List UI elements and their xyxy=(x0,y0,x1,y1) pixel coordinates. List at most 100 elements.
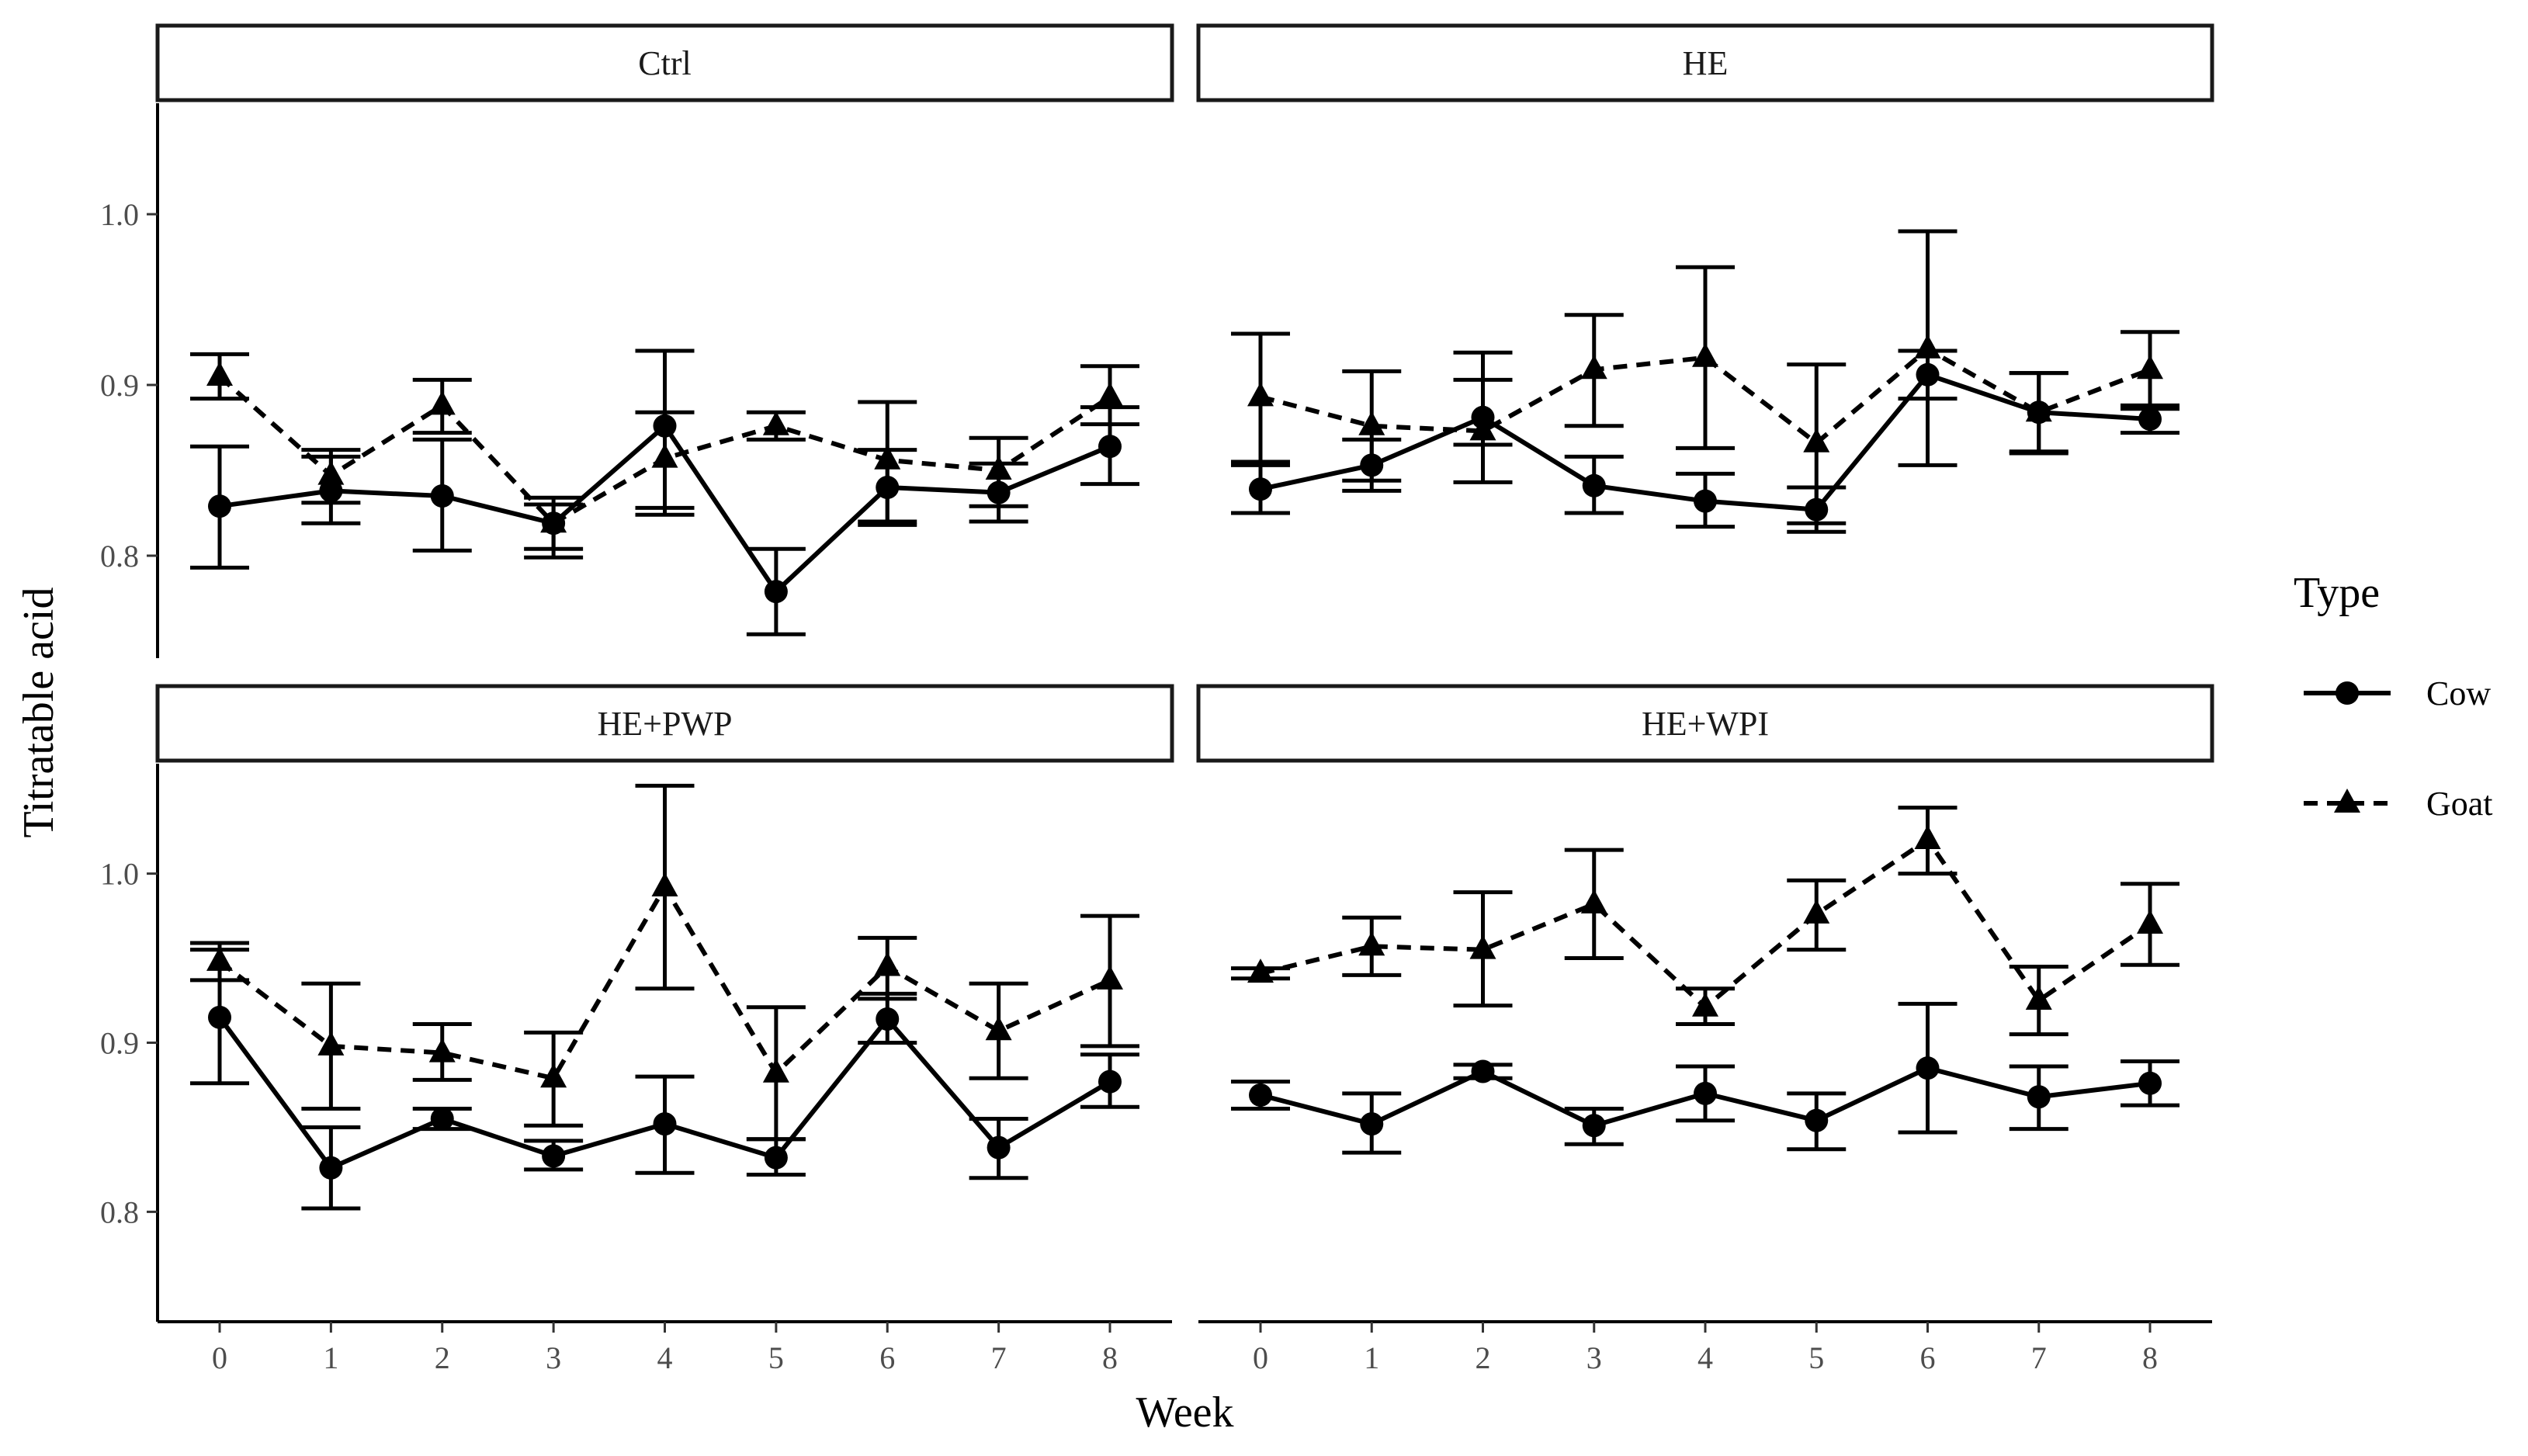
series-cow xyxy=(190,948,1139,1211)
x-tick-label: 4 xyxy=(1697,1340,1713,1375)
series-line-goat xyxy=(1260,837,2152,1010)
x-tick-label: 5 xyxy=(1808,1340,1824,1375)
x-tick-label: 0 xyxy=(1253,1340,1268,1375)
data-point-cow xyxy=(2138,407,2162,431)
data-point-goat xyxy=(651,443,678,468)
data-point-goat xyxy=(1692,992,1718,1017)
legend-label-cow: Cow xyxy=(2426,674,2491,712)
facet-label: Ctrl xyxy=(638,44,691,82)
data-point-cow xyxy=(1098,435,1122,459)
data-point-cow xyxy=(1694,489,1717,513)
data-point-goat xyxy=(206,946,233,971)
facet-strip xyxy=(1196,684,2214,763)
data-point-goat xyxy=(1914,334,1941,359)
data-point-goat xyxy=(874,445,901,470)
data-point-goat xyxy=(985,456,1012,480)
data-point-goat xyxy=(651,872,678,897)
data-point-cow xyxy=(1582,473,1606,497)
x-tick-label: 8 xyxy=(1102,1340,1118,1375)
data-point-goat xyxy=(1097,382,1123,407)
x-tick-label: 3 xyxy=(1587,1340,1602,1375)
data-point-goat xyxy=(985,1016,1012,1041)
data-point-cow xyxy=(764,1146,788,1170)
series-line-goat xyxy=(1260,346,2152,445)
data-point-goat xyxy=(317,460,345,485)
data-point-goat xyxy=(1247,959,1274,983)
x-tick-label: 1 xyxy=(323,1340,338,1375)
data-point-goat xyxy=(428,390,456,415)
data-point-cow xyxy=(876,1007,900,1031)
data-point-cow xyxy=(1582,1114,1606,1138)
series-goat xyxy=(1231,806,2179,1037)
legend: Type Cow Goat xyxy=(2294,569,2493,823)
data-point-cow xyxy=(1694,1081,1717,1105)
data-point-cow xyxy=(1249,477,1272,501)
series-goat xyxy=(190,783,1139,1142)
data-point-goat xyxy=(540,508,567,533)
y-tick-label: 0.9 xyxy=(100,368,139,403)
data-point-goat xyxy=(1469,934,1496,959)
panel-he-pwp: HE+PWP 0.8 0.9 1.0 0 1 2 3 4 5 6 7 8 xyxy=(100,684,1174,1375)
facet-label: HE+PWP xyxy=(598,705,733,743)
x-tick-label: 2 xyxy=(435,1340,450,1375)
y-tick-label: 0.8 xyxy=(100,1194,139,1229)
data-point-cow xyxy=(1360,1112,1384,1136)
x-axis-title: Week xyxy=(1136,1388,1233,1437)
legend-key-triangle-marker xyxy=(2334,789,2360,813)
data-point-cow xyxy=(653,1112,677,1136)
y-tick-label: 0.9 xyxy=(100,1026,139,1061)
data-point-goat xyxy=(428,1038,456,1063)
x-tick-label: 7 xyxy=(2031,1340,2047,1375)
data-point-goat xyxy=(1914,825,1941,850)
x-tick-label: 8 xyxy=(2142,1340,2158,1375)
data-point-cow xyxy=(1098,1069,1122,1094)
y-axis-title: Titratable acid xyxy=(15,588,63,838)
data-point-cow xyxy=(430,1107,454,1131)
data-point-cow xyxy=(2027,1085,2051,1109)
x-tick-label: 6 xyxy=(879,1340,895,1375)
x-tick-label: 1 xyxy=(1364,1340,1379,1375)
data-point-cow xyxy=(542,1144,566,1168)
legend-label-goat: Goat xyxy=(2426,785,2493,823)
data-point-goat xyxy=(1692,342,1718,367)
data-point-goat xyxy=(874,952,901,976)
x-tick-label: 3 xyxy=(546,1340,561,1375)
x-tick-label: 0 xyxy=(212,1340,227,1375)
data-point-cow xyxy=(2138,1071,2162,1095)
x-tick-label: 6 xyxy=(1920,1340,1936,1375)
data-point-goat xyxy=(2137,909,2163,934)
data-point-goat xyxy=(2025,397,2052,422)
x-tick-label: 7 xyxy=(991,1340,1007,1375)
data-point-cow xyxy=(208,494,231,518)
data-point-goat xyxy=(540,1063,567,1088)
data-point-goat xyxy=(2137,355,2163,380)
series-cow xyxy=(1231,1001,2179,1155)
y-tick-label: 1.0 xyxy=(100,857,139,892)
facet-label: HE xyxy=(1683,44,1729,82)
data-point-cow xyxy=(1805,1108,1829,1132)
data-point-cow xyxy=(319,1156,343,1180)
data-point-goat xyxy=(206,362,233,386)
series-goat xyxy=(1231,229,2179,525)
facet-label: HE+WPI xyxy=(1642,705,1769,743)
series-goat xyxy=(190,352,1139,560)
data-point-goat xyxy=(2025,986,2052,1011)
data-point-goat xyxy=(1469,416,1496,441)
data-point-goat xyxy=(1097,965,1123,990)
data-point-cow xyxy=(764,580,788,604)
panel-he: HE xyxy=(1196,23,2214,534)
data-point-goat xyxy=(1580,889,1607,913)
legend-key-circle-marker xyxy=(2336,681,2359,705)
y-tick-label: 1.0 xyxy=(100,197,139,232)
data-point-goat xyxy=(1358,931,1385,956)
x-tick-label: 2 xyxy=(1476,1340,1491,1375)
facet-strip xyxy=(1196,23,2214,102)
data-point-cow xyxy=(1916,1056,1940,1080)
data-point-goat xyxy=(1803,899,1830,924)
data-point-goat xyxy=(1803,428,1830,452)
facet-strip xyxy=(155,23,1174,102)
data-point-cow xyxy=(1471,1059,1495,1083)
data-point-cow xyxy=(987,1135,1011,1160)
